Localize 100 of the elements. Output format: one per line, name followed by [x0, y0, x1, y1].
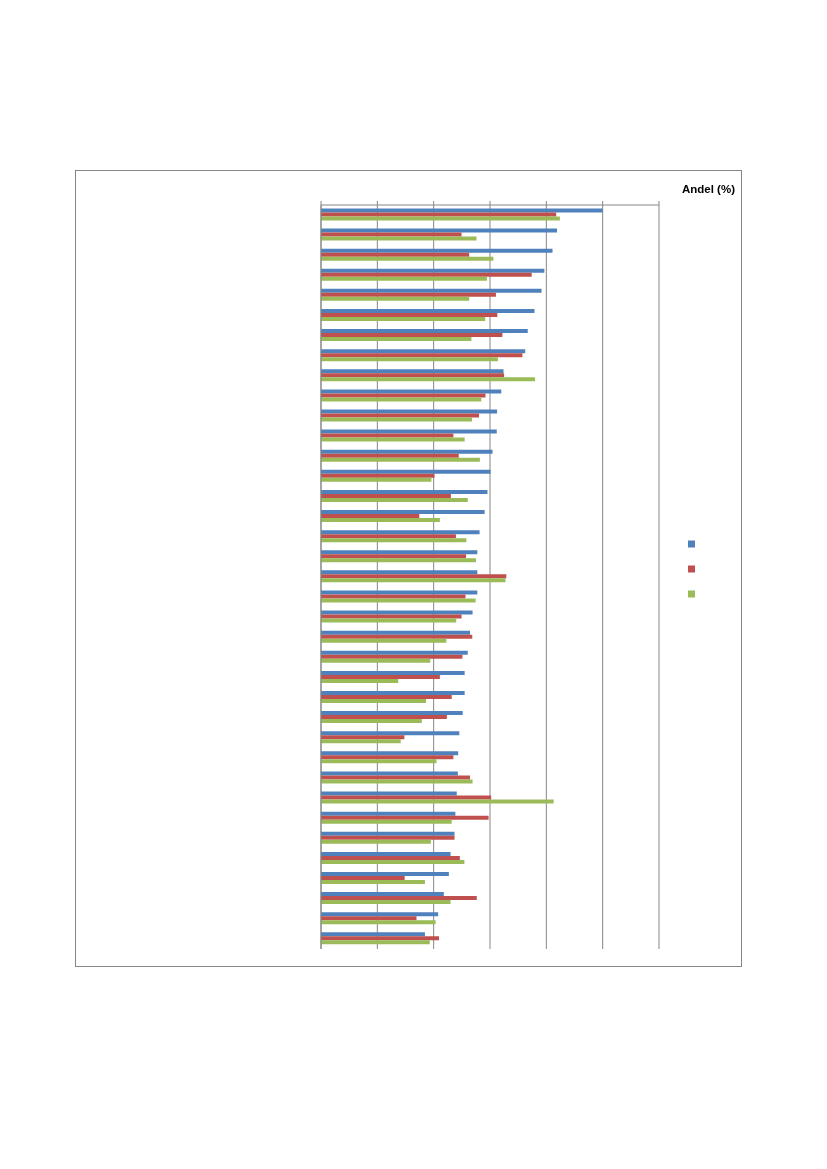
bar: [321, 357, 498, 362]
bar: [321, 212, 557, 217]
bar: [321, 393, 486, 398]
bar: [321, 940, 430, 945]
bar: [321, 871, 449, 876]
bar: [321, 473, 435, 478]
bar: [321, 879, 425, 884]
bar: [321, 208, 603, 213]
bar: [321, 859, 465, 864]
text: Andel (%): [681, 183, 735, 195]
bar: [321, 775, 470, 780]
bar: [321, 678, 399, 683]
bar: [321, 558, 476, 563]
bar: [321, 530, 480, 535]
bar: [321, 248, 553, 253]
bar: [321, 377, 536, 382]
bar: [321, 598, 476, 603]
bar: [321, 719, 422, 724]
bar: [321, 731, 460, 736]
bar: [321, 711, 463, 716]
bar: [321, 510, 485, 515]
bar: [321, 518, 440, 523]
bar: [321, 658, 431, 663]
bar: [321, 799, 554, 804]
bar: [321, 276, 487, 281]
bar: [321, 437, 465, 442]
bar: [321, 373, 505, 378]
bar: [321, 268, 545, 273]
bar: [321, 308, 535, 313]
bar: [321, 550, 478, 555]
bar: [321, 759, 437, 764]
bar: [321, 936, 440, 941]
bar: [321, 916, 417, 921]
bar: [321, 252, 470, 257]
bar: [321, 695, 452, 700]
bar: [321, 570, 478, 575]
bar: [321, 855, 460, 860]
bar: [321, 578, 506, 583]
bar: [321, 409, 498, 414]
bar: [321, 715, 447, 720]
bar: [321, 288, 542, 293]
bar: [321, 650, 468, 655]
bar: [321, 795, 492, 800]
bar: [321, 574, 507, 579]
bar: [321, 389, 502, 394]
bar: [321, 674, 440, 679]
bar: [321, 791, 457, 796]
bar: [321, 337, 472, 342]
bar: [321, 670, 465, 675]
bar: [321, 932, 425, 937]
bar: [321, 534, 456, 539]
bar: [321, 912, 439, 917]
bar: [321, 739, 401, 744]
bar: [321, 329, 528, 334]
bar: [321, 453, 459, 458]
bar: [321, 236, 477, 241]
bar: [321, 896, 477, 901]
bar: [321, 228, 558, 233]
bar: [321, 779, 473, 784]
bar: [321, 755, 454, 760]
bar: [321, 815, 489, 820]
bar: [321, 369, 504, 374]
bar: [321, 771, 458, 776]
bar: [321, 699, 427, 704]
bar: [321, 433, 454, 438]
bar: [321, 875, 405, 880]
bar: [321, 514, 420, 519]
bar: [321, 469, 491, 474]
bar: [321, 735, 405, 740]
bar: [321, 590, 478, 595]
bar: [321, 839, 431, 844]
bar: [321, 457, 480, 462]
bar: [321, 413, 480, 418]
bar: [321, 851, 451, 856]
bar: [321, 618, 457, 623]
bar: [321, 638, 447, 643]
bar: [321, 316, 486, 321]
bar: [321, 353, 523, 358]
bar: [321, 819, 452, 824]
bar: [321, 477, 432, 482]
bar: [321, 610, 473, 615]
bar: [321, 333, 503, 338]
bar: [321, 594, 466, 599]
bar: [321, 614, 462, 619]
bar: [321, 554, 467, 559]
bar: [321, 835, 455, 840]
bar: [321, 449, 493, 454]
bar: [321, 397, 482, 402]
bar: [321, 349, 526, 354]
bar: [321, 538, 467, 543]
bar: [321, 811, 456, 816]
bar: [321, 429, 497, 434]
bar: [321, 654, 463, 659]
bar: [321, 751, 459, 756]
bar: [321, 417, 472, 422]
bar: [321, 216, 560, 221]
bar: [321, 920, 436, 925]
bar: [321, 232, 462, 237]
bar: [321, 292, 496, 297]
bar: [321, 312, 498, 317]
